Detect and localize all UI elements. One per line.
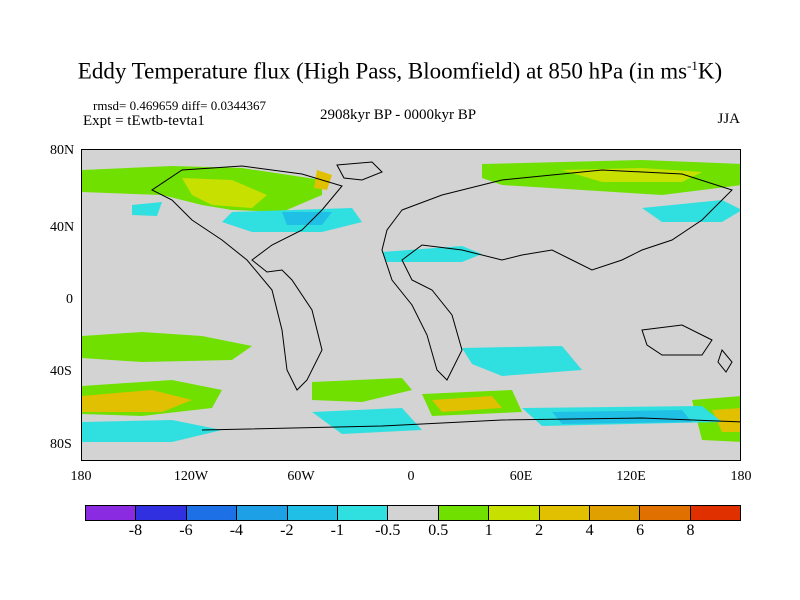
lon-label: 60W	[287, 469, 315, 484]
colorbar-box	[640, 506, 691, 520]
negative-region	[552, 410, 692, 424]
positive-region	[182, 178, 267, 208]
colorbar-box	[539, 506, 590, 520]
positive-region	[712, 408, 740, 432]
colorbar	[85, 505, 742, 521]
experiment-label: Expt = tEwtb-tevta1	[83, 113, 205, 129]
colorbar-box	[489, 506, 540, 520]
positive-region	[432, 396, 502, 412]
negative-region	[382, 246, 482, 262]
colorbar-label: -2	[280, 522, 294, 539]
colorbar-label: 2	[535, 522, 544, 539]
colorbar-label: -1	[330, 522, 344, 539]
colorbar-label: 1	[484, 522, 493, 539]
colorbar-box	[438, 506, 490, 520]
colorbar-label: 0.5	[428, 522, 449, 539]
lon-label: 120W	[173, 469, 209, 484]
positive-region	[82, 332, 252, 362]
colorbar-box	[85, 506, 137, 520]
colorbar-label: 8	[686, 522, 695, 539]
colorbar-label: -6	[179, 522, 193, 539]
positive-region	[82, 390, 192, 412]
colorbar-label: 4	[585, 522, 594, 539]
positive-region	[562, 168, 702, 182]
positive-region	[312, 378, 412, 402]
colorbar-box	[186, 506, 238, 520]
lon-label: 60E	[509, 469, 533, 484]
chart-title: Eddy Temperature flux (High Pass, Bloomf…	[77, 58, 723, 84]
negative-region	[462, 346, 582, 376]
stats-text: rmsd= 0.469659 diff= 0.0344367	[93, 98, 266, 113]
season-label: JJA	[717, 111, 740, 127]
lat-label: 40S	[50, 364, 72, 379]
colorbar-box	[337, 506, 389, 520]
colorbar-label: 6	[636, 522, 645, 539]
colorbar-label: -4	[229, 522, 244, 539]
map-panel	[81, 149, 741, 461]
map-field	[82, 160, 740, 442]
lat-label: 80N	[50, 143, 75, 158]
colorbar-box	[237, 506, 288, 520]
lon-label: 120E	[616, 469, 646, 484]
lon-label: 180	[730, 469, 752, 484]
colorbar-label: -8	[128, 522, 143, 539]
lon-label: 0	[407, 469, 415, 484]
lon-label: 180	[70, 469, 92, 484]
lat-label: 0	[66, 292, 73, 307]
colorbar-box	[690, 506, 742, 520]
colorbar-box	[136, 506, 187, 520]
negative-region	[82, 420, 222, 442]
colorbar-box	[287, 506, 338, 520]
lat-label: 80S	[50, 437, 72, 452]
colorbar-label: -0.5	[375, 522, 401, 539]
period-label: 2908kyr BP - 0000kyr BP	[320, 107, 477, 123]
negative-region	[132, 202, 162, 216]
colorbar-box	[589, 506, 641, 520]
negative-region	[642, 200, 740, 222]
colorbar-box	[388, 506, 439, 520]
negative-region	[282, 212, 332, 225]
coastlines	[151, 161, 740, 431]
lat-label: 40N	[50, 220, 75, 235]
negative-region	[312, 408, 422, 434]
